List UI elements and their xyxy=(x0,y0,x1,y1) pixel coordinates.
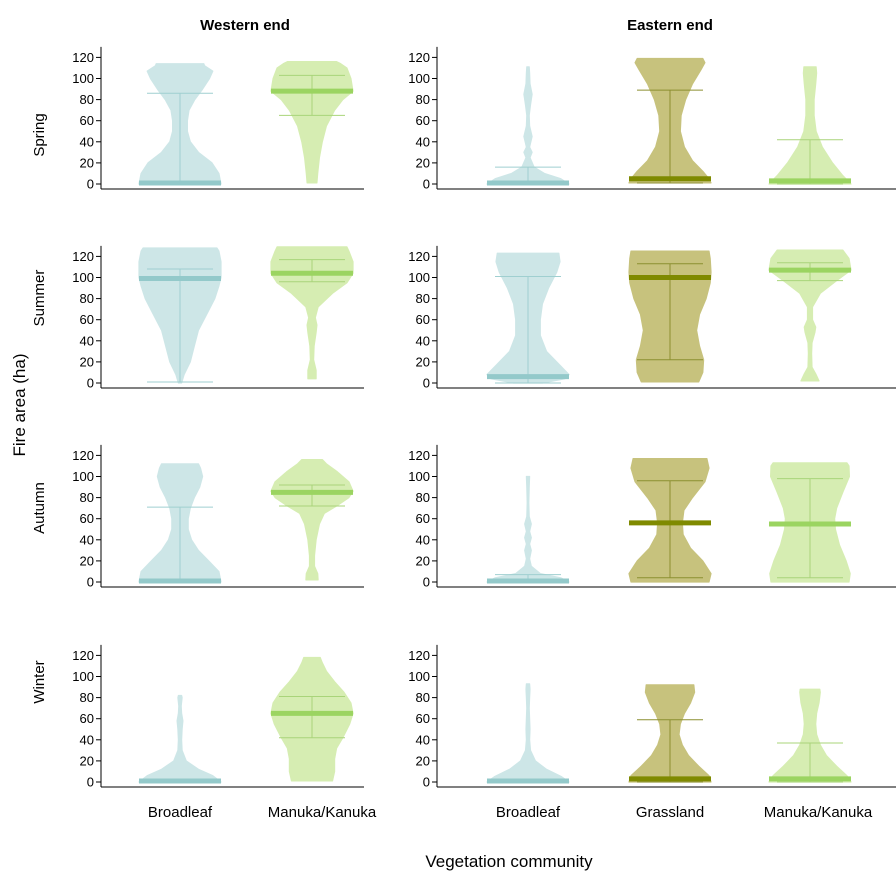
y-tick-label: 120 xyxy=(72,648,94,663)
y-tick-label: 120 xyxy=(72,249,94,264)
x-category-label: Grassland xyxy=(636,804,704,821)
y-tick-label: 60 xyxy=(80,312,94,327)
y-tick-label: 20 xyxy=(416,753,430,768)
y-tick-label: 120 xyxy=(72,50,94,65)
panel-winter-eastern: 0 20 40 60 80 100 120 xyxy=(408,644,896,790)
y-tick-label: 80 xyxy=(80,92,94,107)
column-title-western: Western end xyxy=(200,17,290,34)
violin-manuka-kanuka xyxy=(270,246,354,380)
y-tick-label: 80 xyxy=(416,490,430,505)
y-tick-label: 100 xyxy=(72,469,94,484)
y-tick-label: 40 xyxy=(416,134,430,149)
column-title-eastern: Eastern end xyxy=(627,17,713,34)
y-tick-label: 100 xyxy=(408,270,430,285)
y-tick-label: 20 xyxy=(80,753,94,768)
x-category-label: Broadleaf xyxy=(148,804,213,821)
y-tick-label: 80 xyxy=(80,291,94,306)
y-tick-label: 60 xyxy=(416,711,430,726)
y-tick-label: 60 xyxy=(416,113,430,128)
y-tick-label: 40 xyxy=(80,333,94,348)
y-tick-label: 80 xyxy=(416,92,430,107)
y-tick-label: 100 xyxy=(408,469,430,484)
y-tick-label: 0 xyxy=(423,376,430,391)
x-category-label: Manuka/Kanuka xyxy=(764,804,873,821)
y-tick-label: 0 xyxy=(87,575,94,590)
violin-manuka-kanuka xyxy=(768,66,852,185)
y-tick-label: 120 xyxy=(408,50,430,65)
y-tick-label: 100 xyxy=(72,669,94,684)
panel-autumn-western: 0 20 40 60 80 100 120 xyxy=(72,444,364,590)
y-tick-label: 80 xyxy=(80,690,94,705)
y-tick-label: 40 xyxy=(80,532,94,547)
row-title-winter: Winter xyxy=(31,660,48,703)
y-tick-label: 0 xyxy=(87,376,94,391)
violin-manuka-kanuka xyxy=(768,249,852,382)
y-tick-label: 0 xyxy=(423,177,430,192)
y-tick-label: 120 xyxy=(408,249,430,264)
y-axis-title: Fire area (ha) xyxy=(10,354,29,457)
y-tick-label: 120 xyxy=(408,648,430,663)
y-tick-label: 80 xyxy=(416,291,430,306)
x-axis-title: Vegetation community xyxy=(425,852,593,871)
y-tick-label: 60 xyxy=(80,711,94,726)
y-tick-label: 40 xyxy=(80,134,94,149)
y-tick-label: 80 xyxy=(416,690,430,705)
y-tick-label: 60 xyxy=(80,113,94,128)
y-tick-label: 40 xyxy=(416,732,430,747)
y-tick-label: 60 xyxy=(416,511,430,526)
y-tick-label: 20 xyxy=(416,155,430,170)
violin-broadleaf xyxy=(138,694,222,783)
panel-autumn-eastern: 0 20 40 60 80 100 120 xyxy=(408,444,896,590)
y-tick-label: 20 xyxy=(80,155,94,170)
row-title-spring: Spring xyxy=(31,113,48,156)
y-tick-label: 40 xyxy=(80,732,94,747)
y-tick-label: 120 xyxy=(408,448,430,463)
violin-manuka-kanuka xyxy=(270,459,354,581)
x-category-label: Broadleaf xyxy=(496,804,561,821)
violin-manuka-kanuka xyxy=(768,688,852,783)
row-title-autumn: Autumn xyxy=(31,482,48,534)
y-tick-label: 80 xyxy=(80,490,94,505)
y-tick-label: 40 xyxy=(416,532,430,547)
violin-broadleaf xyxy=(486,475,570,583)
panel-summer-western: 0 20 40 60 80 100 120 xyxy=(72,245,364,391)
y-tick-label: 100 xyxy=(408,71,430,86)
y-tick-label: 20 xyxy=(80,354,94,369)
y-tick-label: 20 xyxy=(80,553,94,568)
violin-broadleaf xyxy=(486,66,570,185)
y-tick-label: 0 xyxy=(423,575,430,590)
y-tick-label: 100 xyxy=(72,270,94,285)
y-tick-label: 20 xyxy=(416,354,430,369)
y-tick-label: 120 xyxy=(72,448,94,463)
y-tick-label: 20 xyxy=(416,553,430,568)
y-tick-label: 0 xyxy=(87,177,94,192)
panel-spring-western: 0 20 40 60 80 100 120 xyxy=(72,46,364,192)
row-title-summer: Summer xyxy=(31,270,48,327)
y-tick-label: 100 xyxy=(408,669,430,684)
y-tick-label: 0 xyxy=(87,775,94,790)
y-tick-label: 0 xyxy=(423,775,430,790)
y-tick-label: 40 xyxy=(416,333,430,348)
panel-spring-eastern: 0 20 40 60 80 100 120 xyxy=(408,46,896,192)
panels-layer: 0 20 40 60 80 100 120 0 20 40 60 80 100 120 0 20 40 60 80 1… xyxy=(72,46,896,790)
y-tick-label: 60 xyxy=(416,312,430,327)
y-tick-label: 60 xyxy=(80,511,94,526)
panel-winter-western: 0 20 40 60 80 100 120 xyxy=(72,644,364,790)
y-tick-label: 100 xyxy=(72,71,94,86)
x-category-label: Manuka/Kanuka xyxy=(268,804,377,821)
violin-broadleaf xyxy=(486,683,570,783)
panel-summer-eastern: 0 20 40 60 80 100 120 xyxy=(408,245,896,391)
